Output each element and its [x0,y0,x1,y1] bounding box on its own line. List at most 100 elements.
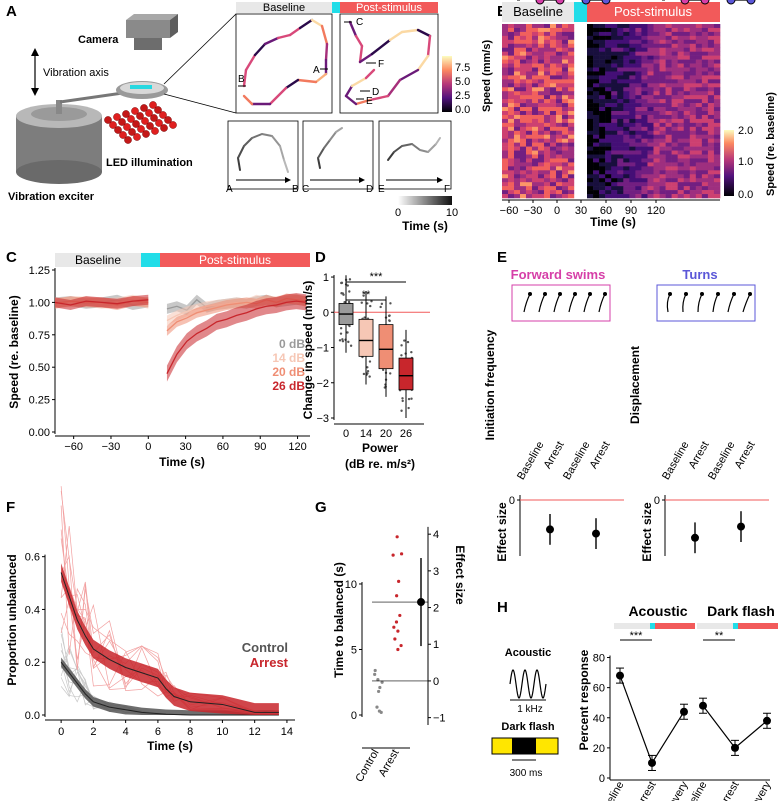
heat-cell [532,186,539,191]
panel-a-apparatus: Camera Vibration axis LED illumination V… [8,13,237,203]
heat-cell [508,122,515,128]
gray-trajectory [435,137,441,145]
heat-cell [629,71,636,76]
heat-cell [683,162,691,167]
heat-cell [617,170,624,175]
heat-cell [538,162,545,167]
heat-cell [605,51,612,56]
heat-cell [593,63,600,68]
heat-cell [538,114,545,120]
f-xtick-label: 0 [58,726,64,738]
fish-icon [553,293,561,313]
heat-cell [683,71,691,76]
heat-cell [689,35,697,41]
heat-cell [713,43,721,49]
heat-cell [599,71,606,76]
heat-cell [713,111,721,116]
heat-cell [502,122,509,128]
heat-cell [599,138,606,143]
led-icon [114,126,122,134]
heat-cell [677,99,685,104]
heat-cell [707,51,715,56]
heat-cell [707,154,715,159]
heat-cell [695,122,703,128]
h-acoustic-line [619,675,685,765]
heat-cell [568,91,575,96]
gray-trajectory [323,139,331,149]
heat-cell [629,190,636,195]
heat-cell [689,114,697,120]
heat-cell [707,39,715,45]
g-xtick-label: Arrest [377,748,402,779]
heat-cell [526,194,533,199]
heat-cell [550,118,557,124]
heat-cell [713,174,721,179]
heat-cell [520,55,527,60]
heat-cell [683,95,691,100]
heat-cell [635,194,642,199]
heat-cell [629,142,636,147]
d-point [341,292,344,295]
heat-cell [665,142,672,147]
heat-cell [659,174,666,179]
heat-cell [532,63,539,68]
heat-cell [587,138,594,143]
heat-cell [695,79,703,84]
heat-cell [538,130,545,136]
heat-cell [695,130,703,136]
heat-cell [671,111,678,116]
led-icon [149,101,157,109]
heat-cell [562,87,569,92]
heat-cell [587,87,594,92]
f-legend-arrest: Arrest [250,655,289,670]
heat-cell [635,166,642,171]
heat-cell [695,194,703,199]
heat-cell [587,118,594,124]
heat-cell [677,31,685,37]
heat-cell [617,194,624,199]
heat-cell [599,43,606,49]
heat-cell [659,134,666,139]
baseline-trajectory [296,78,318,84]
gray-trajectory [237,145,245,159]
d-xlabel: Power [362,441,398,455]
heat-cell [641,107,648,112]
heat-cell [544,67,551,72]
heat-cell [556,194,563,199]
heat-cell [653,75,660,80]
gray-trajectory [251,133,263,139]
heat-cell [562,55,569,60]
heat-cell [647,39,654,45]
heat-cell [508,67,515,72]
heat-cell [605,87,612,92]
heat-cell [526,39,533,45]
heat-cell [550,39,557,45]
heat-cell [508,47,515,52]
heat-cell [502,142,509,147]
g-effect-point [417,598,425,607]
heat-cell [689,111,697,116]
heat-cell [677,47,685,52]
baseline-trajectory [244,53,257,72]
heat-cell [695,170,703,175]
led-icon [164,116,172,124]
heat-cell [677,35,685,41]
heat-cell [659,31,666,37]
heat-cell [556,24,563,29]
heat-cell [593,67,600,72]
heat-cell [605,194,612,199]
heat-cell [556,174,563,179]
g-control-point [375,705,379,709]
g-arrest-point [397,579,401,583]
heat-cell [605,27,612,33]
heat-cell [532,31,539,37]
heat-cell [538,146,545,151]
heat-cell [671,154,678,159]
heat-cell [701,75,709,80]
heat-cell [665,130,672,136]
heat-cell [556,87,563,92]
heat-cell [707,174,715,179]
d-point [343,300,346,304]
heat-cell [629,107,636,112]
panel-label-d: D [315,249,326,266]
